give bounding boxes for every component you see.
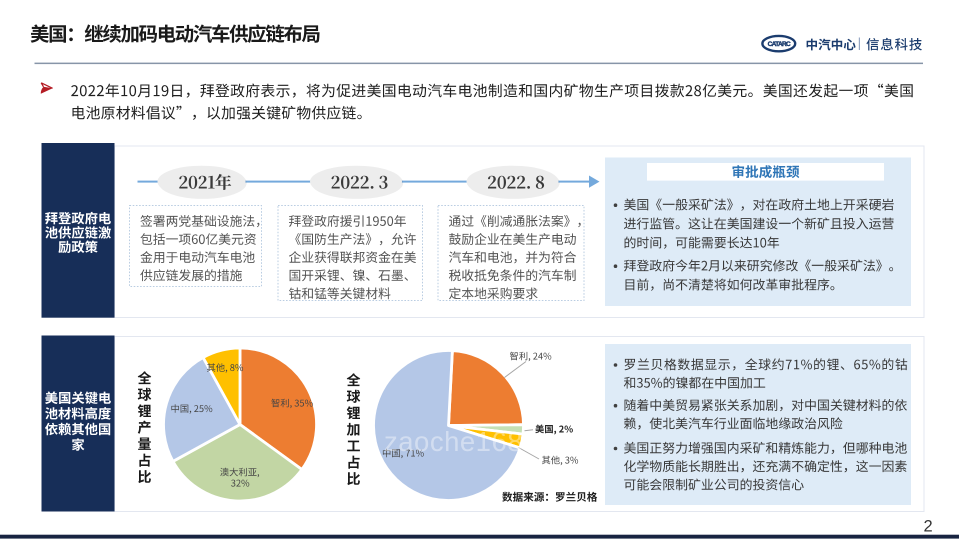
svg-text:CATARC: CATARC	[768, 41, 791, 48]
svg-text:2: 2	[924, 518, 933, 536]
svg-text:zaoche168: zaoche168	[384, 426, 523, 457]
